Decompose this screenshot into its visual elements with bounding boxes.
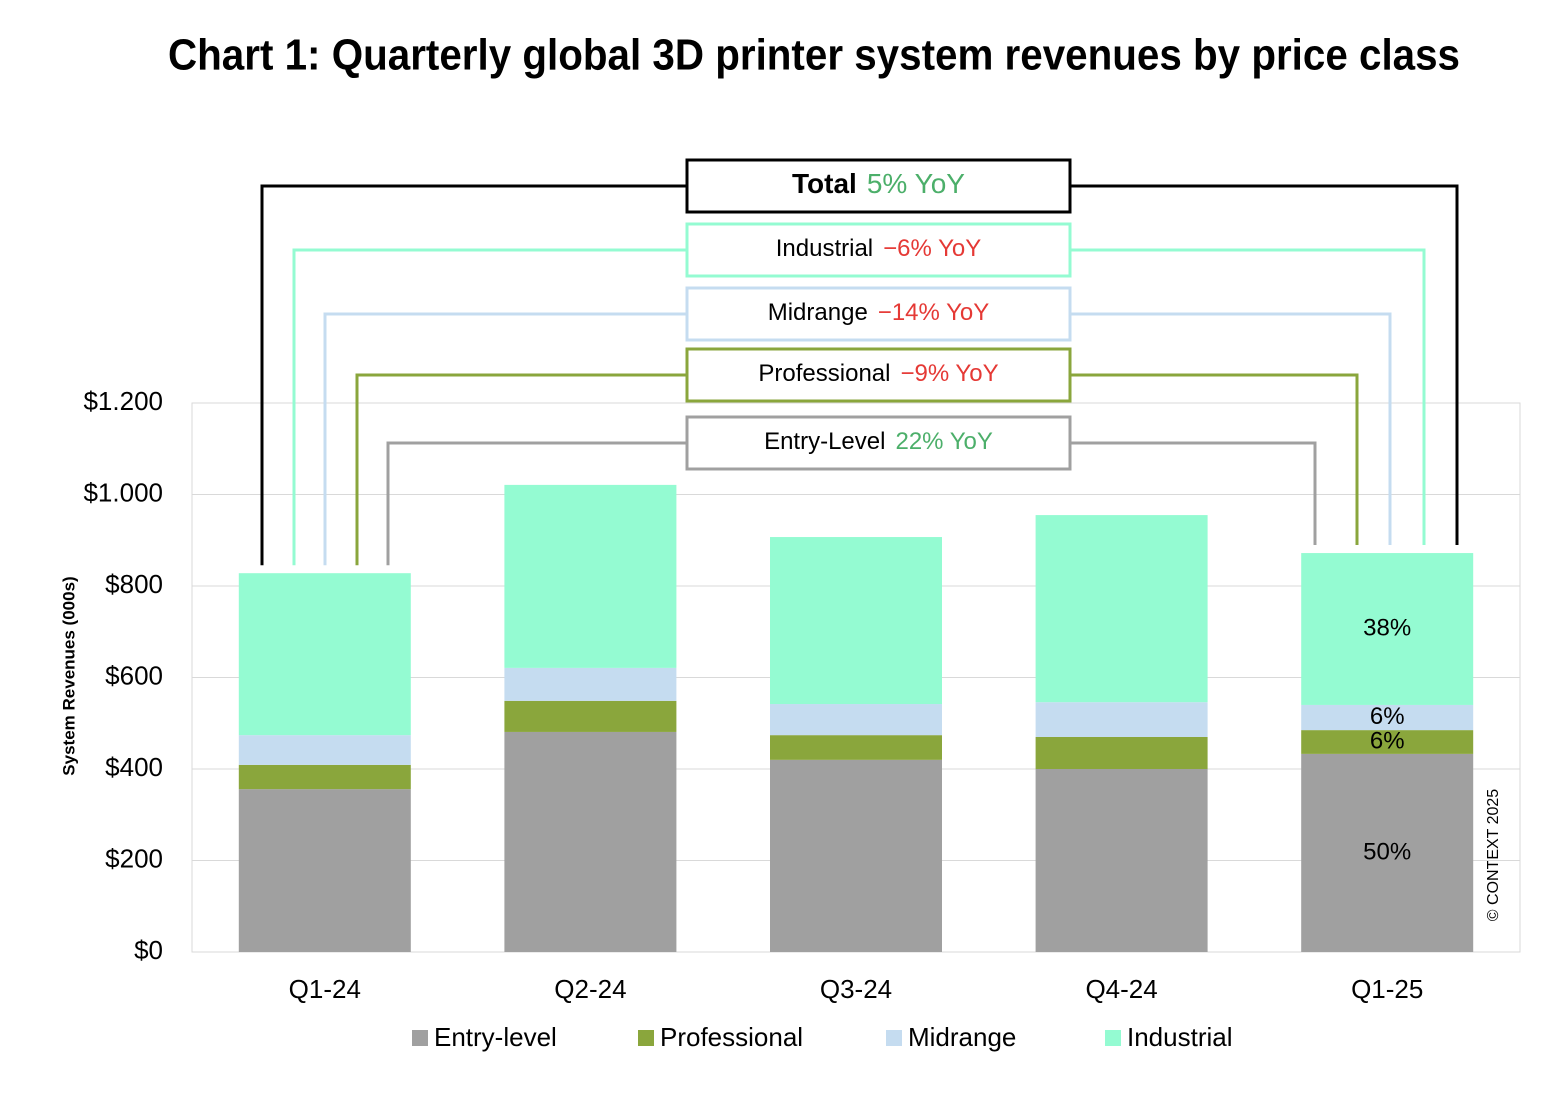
callout-name: Industrial (776, 235, 873, 262)
bar-segment (238, 764, 411, 790)
bar-segment (504, 667, 677, 701)
callout-connector (386, 441, 687, 566)
callout-change: 22% YoY (895, 428, 992, 455)
bar-segment (238, 573, 411, 736)
bar-segment (770, 704, 942, 736)
x-tick-label: Q2-24 (554, 974, 626, 1004)
bar-segment (1035, 702, 1208, 737)
x-tick-label: Q1-24 (289, 974, 361, 1004)
callout-connector (323, 312, 687, 566)
callout-connector (355, 373, 687, 566)
callout-connector (1070, 441, 1317, 546)
legend-label: Midrange (908, 1022, 1016, 1052)
callout-change: −14% YoY (878, 299, 989, 326)
bar-segment (770, 759, 942, 952)
callout-connector (292, 248, 687, 566)
bar-segment (238, 735, 411, 765)
bar-segment (1035, 515, 1208, 703)
y-axis-label: System Revenues (000s) (59, 576, 78, 775)
callout-change: −9% YoY (900, 360, 998, 387)
y-tick-label: $0 (134, 935, 163, 965)
y-tick-label: $200 (105, 843, 163, 873)
callout-box (685, 286, 1072, 342)
share-label: 6% (1370, 727, 1405, 754)
y-tick-label: $800 (105, 569, 163, 599)
y-tick-label: $1.200 (83, 386, 163, 416)
bar-segment (770, 537, 942, 705)
callout-text: Professional −9% YoY (758, 360, 998, 387)
callout-connector (1070, 248, 1426, 546)
bar-segment (1035, 769, 1208, 952)
callout-name: Midrange (768, 299, 868, 326)
callout-text: Industrial −6% YoY (776, 235, 982, 262)
share-label: 38% (1363, 614, 1411, 641)
callout-name: Total (792, 168, 857, 199)
callout-connector (260, 184, 687, 566)
callout-box (685, 415, 1072, 471)
bar-segment (238, 789, 411, 952)
x-tick-label: Q4-24 (1085, 974, 1157, 1004)
y-tick-label: $400 (105, 752, 163, 782)
bar-segment (1301, 553, 1474, 705)
x-tick-label: Q3-24 (820, 974, 892, 1004)
bar-segment (1035, 736, 1208, 769)
legend-swatch (886, 1030, 902, 1046)
callout-change: −6% YoY (883, 235, 981, 262)
legend-swatch (638, 1030, 654, 1046)
callout-connector (1070, 312, 1392, 546)
y-tick-label: $1.000 (83, 477, 163, 507)
bar-segment (1301, 730, 1474, 754)
bar-segment (504, 484, 677, 668)
bar-segment (504, 731, 677, 952)
callout-connector (1070, 184, 1459, 546)
copyright: © CONTEXT 2025 (1485, 789, 1502, 922)
callout-change: 5% YoY (867, 168, 965, 199)
callout-text: Entry-Level 22% YoY (764, 428, 993, 455)
callout-box (685, 222, 1072, 278)
callout-connector (1070, 373, 1359, 546)
legend-swatch (1105, 1030, 1121, 1046)
callout-name: Entry-Level (764, 428, 885, 455)
share-label: 6% (1370, 703, 1405, 730)
y-tick-label: $600 (105, 660, 163, 690)
callout-name: Professional (758, 360, 890, 387)
chart-title: Chart 1: Quarterly global 3D printer sys… (168, 31, 1460, 80)
legend-swatch (412, 1030, 428, 1046)
callout-box (685, 158, 1072, 214)
legend-label: Industrial (1127, 1022, 1233, 1052)
bar-segment (1301, 753, 1474, 952)
legend-label: Entry-level (434, 1022, 557, 1052)
bar-segment (504, 700, 677, 732)
bar-segment (770, 735, 942, 760)
bar-segment (1301, 704, 1474, 731)
callout-box (685, 347, 1072, 403)
x-tick-label: Q1-25 (1351, 974, 1423, 1004)
callout-text: Midrange −14% YoY (768, 299, 990, 326)
callout-text: Total 5% YoY (792, 168, 965, 199)
share-label: 50% (1363, 838, 1411, 865)
legend-label: Professional (660, 1022, 803, 1052)
